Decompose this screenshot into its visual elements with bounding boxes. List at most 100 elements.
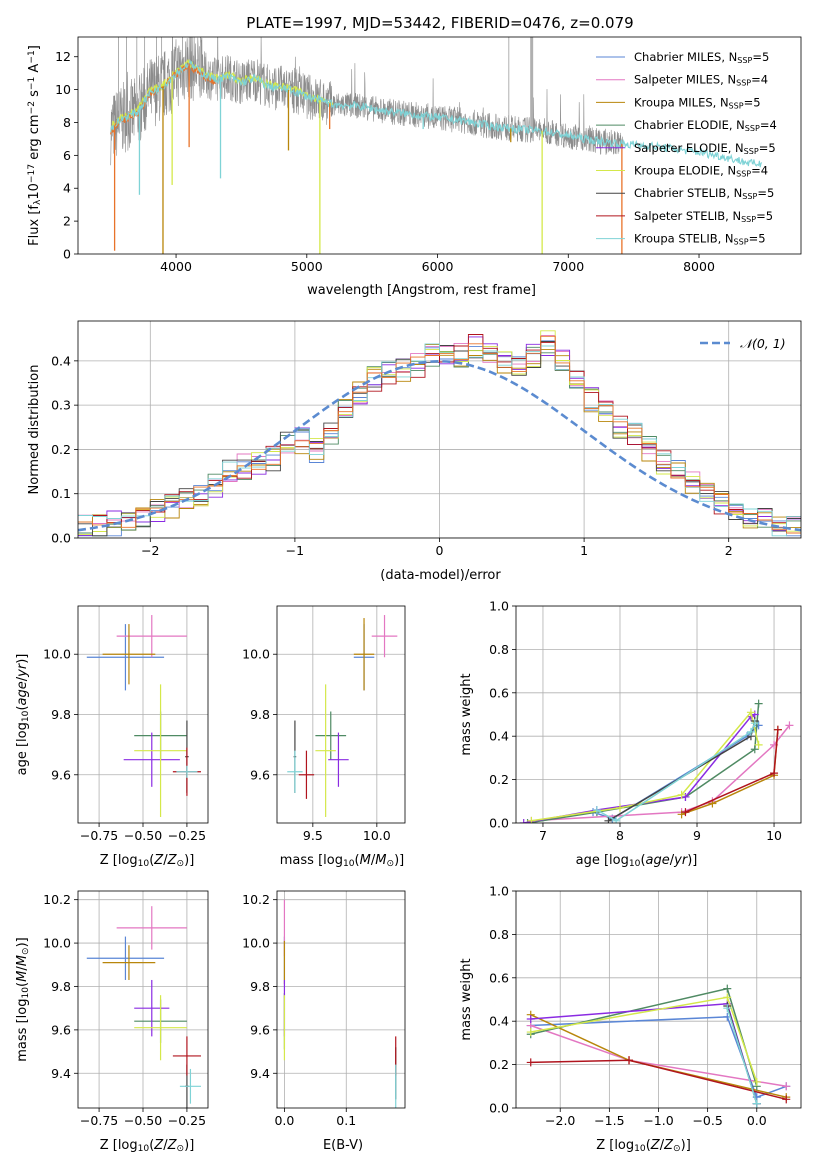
label-part: ]: [27, 45, 42, 50]
label-part: )]: [15, 937, 30, 947]
point-salpeter-elodie: [134, 979, 170, 1037]
label-part: (: [355, 853, 360, 868]
label-part: 10: [21, 987, 31, 999]
legend-entry: 𝒩(0, 1): [740, 336, 786, 351]
series-marker: [681, 808, 690, 817]
y-tick-label: 0: [63, 247, 71, 262]
y-axis-label: mass [log10(M/M⊙)]: [15, 937, 31, 1061]
label-part: s: [27, 90, 42, 101]
y-tick-label: 9.6: [250, 1022, 270, 1037]
panel-spectrum: 4000 5000 6000 7000 8000 0 2 4 6 8 10 12 wavelength …: [27, 36, 802, 298]
series-salpeter-miles: [527, 721, 794, 823]
y-tick-label: 0.6: [489, 685, 509, 700]
y-tick-label: 0.2: [489, 1057, 509, 1072]
histogram-kroupa-stelib: [78, 343, 801, 537]
legend-entry: Chabrier ELODIE, NSSP=4: [634, 118, 777, 133]
series-marker: [723, 984, 732, 993]
series-line: [726, 1007, 758, 1104]
label-part: −1: [27, 50, 37, 63]
label-part: =5: [756, 209, 773, 223]
label-part: (: [646, 1138, 651, 1153]
label-part: Salpeter ELODIE, N: [634, 141, 744, 155]
label-part: M: [360, 853, 371, 868]
y-tick-label: 10: [55, 82, 71, 97]
model-line-kroupa-stelib: [110, 60, 763, 168]
label-part: M: [15, 955, 30, 966]
y-tick-label: 10.2: [242, 892, 270, 907]
series-marker: [592, 805, 601, 814]
y-tick-label: 10.0: [242, 647, 270, 662]
legend-entry: Salpeter MILES, NSSP=4: [634, 73, 768, 88]
x-axis-label: age [log10(age/yr)]: [576, 853, 698, 869]
series-line: [596, 722, 756, 822]
y-tick-label: 0.2: [489, 772, 509, 787]
legend-entry: Chabrier MILES, NSSP=5: [634, 50, 769, 65]
series-kroupa-miles: [677, 725, 782, 819]
series-line: [592, 724, 760, 820]
label-part: erg cm: [27, 114, 42, 163]
series-marker: [615, 803, 624, 812]
y-tick-label: 4: [63, 181, 71, 196]
axes-frame: [515, 605, 802, 824]
x-tick-label: −0.25: [168, 1113, 206, 1128]
y-tick-label: 10.2: [43, 892, 71, 907]
label-part: (: [15, 982, 30, 987]
x-axis-label: E(B-V): [323, 1138, 363, 1153]
series-marker: [677, 790, 686, 799]
x-tick-label: 9.5: [303, 828, 323, 843]
label-part: Chabrier STELIB, N: [634, 186, 742, 200]
label-part: Z: [663, 1138, 674, 1153]
label-part: −17: [27, 164, 37, 183]
label-part: mass [log: [15, 999, 30, 1062]
plot-area: [277, 606, 405, 823]
legend-entry: Kroupa STELIB, NSSP=5: [634, 232, 766, 247]
y-axis-label: Normed distribution: [27, 365, 42, 495]
legend-entry: Kroupa ELODIE, NSSP=4: [634, 164, 768, 179]
label-part: =5: [757, 186, 774, 200]
label-part: ⊙: [673, 1144, 681, 1154]
x-tick-label: −0.50: [124, 828, 162, 843]
x-tick-label: 9: [693, 828, 701, 843]
point-kroupa-stelib: [287, 750, 303, 793]
label-part: Z [log: [100, 1138, 138, 1153]
point-kroupa-elodie: [134, 995, 187, 1061]
label-part: λ: [33, 199, 43, 205]
plot-area: [78, 321, 801, 538]
label-part: (: [149, 853, 154, 868]
point-salpeter-stelib: [172, 1036, 201, 1076]
label-part: Z: [153, 853, 164, 868]
plot-area: [516, 891, 801, 1108]
panel-age-vs-z: −0.75 −0.50 −0.259.69.810.0Z [log10(Z/Z⊙)]…: [15, 605, 209, 869]
series-salpeter-elodie: [519, 710, 759, 823]
series-marker: [754, 740, 763, 749]
label-part: age [log: [576, 853, 629, 868]
series-marker: [723, 993, 732, 1002]
point-chabrier-miles: [86, 936, 165, 980]
label-part: ⊙: [177, 859, 185, 869]
y-axis-label: age [log10(age/yr)]: [15, 654, 31, 776]
y-tick-label: 0.0: [51, 531, 71, 546]
x-tick-label: −1.5: [594, 1113, 624, 1128]
series-line: [523, 713, 756, 823]
series-marker: [746, 708, 755, 717]
x-tick-label: 7000: [552, 259, 584, 274]
label-part: )]: [687, 853, 697, 868]
legend-entry: Salpeter ELODIE, NSSP=5: [634, 141, 776, 156]
y-tick-label: 10.0: [43, 647, 71, 662]
series-salpeter-stelib: [526, 1056, 791, 1104]
series-chabrier-elodie: [523, 699, 763, 823]
label-part: )]: [681, 1138, 691, 1153]
label-part: age [log: [15, 722, 30, 775]
y-tick-label: 0.0: [489, 1101, 509, 1116]
axes-frame: [77, 320, 802, 539]
plot-area: [516, 606, 801, 823]
label-part: Normed distribution: [27, 365, 42, 495]
label-part: (: [149, 1138, 154, 1153]
series-salpeter-stelib: [681, 725, 782, 817]
label-part: 10: [21, 710, 31, 722]
plot-area: [78, 891, 208, 1108]
y-tick-label: 9.8: [250, 707, 270, 722]
y-tick-label: 0.8: [489, 642, 509, 657]
series-marker: [785, 721, 794, 730]
label-part: Kroupa ELODIE, N: [634, 164, 736, 178]
